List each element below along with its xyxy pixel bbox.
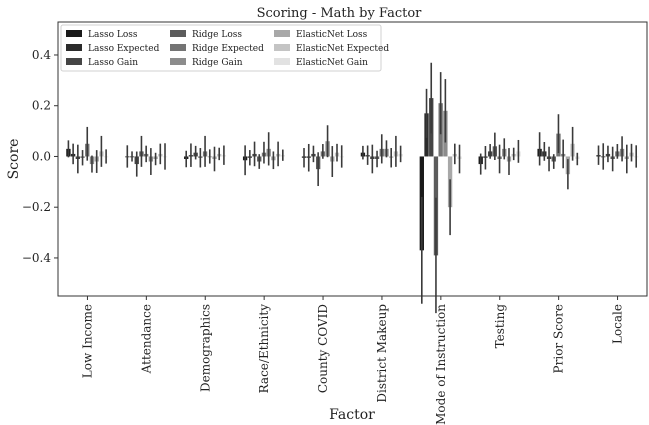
x-axis-label: Factor	[329, 407, 375, 423]
x-tick-label: Attendance	[139, 304, 153, 374]
y-axis: −0.4 −0.2 0.0 0.2 0.4	[22, 48, 58, 265]
y-tick-label: 0.0	[32, 149, 51, 163]
chart-title: Scoring - Math by Factor	[257, 6, 423, 21]
legend-label: Lasso Loss	[88, 30, 138, 40]
y-tick-label: −0.2	[22, 200, 51, 214]
legend: Lasso Loss Lasso Expected Lasso Gain Ridge …	[60, 24, 389, 72]
y-tick-label: −0.4	[22, 251, 52, 265]
x-tick-label: Race/Ethnicity	[257, 304, 271, 394]
legend-label: Lasso Gain	[88, 58, 138, 68]
x-tick-label: Demographics	[198, 304, 212, 392]
legend-swatch	[274, 58, 290, 65]
x-tick-label: Locale	[611, 304, 625, 344]
x-tick-label: Testing	[493, 304, 507, 349]
legend-label: ElasticNet Loss	[296, 30, 368, 40]
y-tick-label: 0.2	[32, 99, 51, 113]
legend-swatch	[170, 44, 186, 51]
legend-label: Lasso Expected	[88, 44, 160, 54]
legend-swatch	[66, 58, 82, 65]
x-axis: Low Income Attendance Demographics Race/Eth…	[80, 296, 625, 425]
legend-box	[60, 24, 382, 72]
legend-swatch	[274, 44, 290, 51]
legend-label: Ridge Gain	[192, 58, 243, 68]
x-tick-label: District Makeup	[375, 304, 389, 403]
legend-label: Ridge Expected	[192, 44, 264, 54]
y-tick-label: 0.4	[32, 48, 51, 62]
legend-swatch	[66, 44, 82, 51]
y-axis-label: Score	[6, 139, 22, 180]
x-tick-label: Mode of Instruction	[434, 304, 448, 425]
legend-label: ElasticNet Gain	[296, 58, 368, 68]
x-tick-label: County COVID	[316, 304, 330, 393]
legend-swatch	[170, 58, 186, 65]
legend-swatch	[274, 30, 290, 37]
legend-label: Ridge Loss	[192, 30, 242, 40]
legend-label: ElasticNet Expected	[296, 44, 389, 54]
x-tick-label: Low Income	[80, 304, 94, 378]
legend-swatch	[170, 30, 186, 37]
plot-frame	[57, 21, 648, 297]
x-tick-label: Prior Score	[552, 304, 566, 373]
legend-swatch	[66, 30, 82, 37]
error-bar-layer	[67, 62, 638, 314]
